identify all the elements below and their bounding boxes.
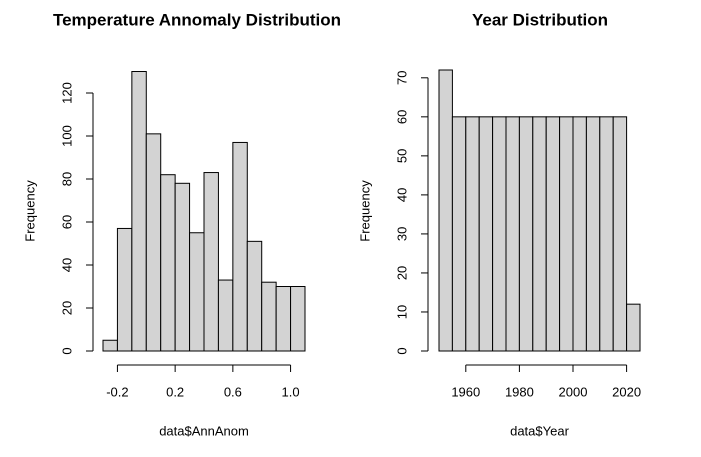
bar [275,286,292,352]
bar [116,227,133,352]
bar [261,281,277,352]
bar [131,71,147,352]
bar [189,232,205,352]
chart-title: Temperature Annomaly Distribution [53,10,341,29]
x-tick-label: 1980 [505,384,534,399]
bar [599,116,614,352]
bar [438,69,453,352]
bar [572,116,587,352]
bar [145,133,162,352]
bar [492,116,507,352]
y-tick-label: 10 [394,305,409,319]
x-tick-label: -0.2 [106,384,128,399]
y-tick-label: 30 [394,227,409,241]
bar [451,116,467,352]
bar [626,303,641,352]
y-tick-label: 20 [59,301,74,315]
bar [585,116,601,352]
y-tick-label: 40 [59,258,74,272]
chart-title: Year Distribution [472,10,608,29]
bar [102,339,118,352]
bar [518,116,534,352]
bar [174,182,191,352]
x-tick-label: 2000 [559,384,588,399]
y-tick-label: 80 [59,172,74,186]
bar [559,116,574,352]
y-axis-label: Frequency [22,180,37,242]
y-tick-label: 120 [59,82,74,104]
bar [532,116,547,352]
y-tick-label: 60 [59,215,74,229]
bar [203,172,219,352]
bar [217,279,234,352]
bar [545,116,561,352]
bar [465,116,480,352]
y-tick-label: 70 [394,71,409,85]
x-axis-label: data$AnnAnom [159,423,249,438]
x-tick-label: 1960 [451,384,480,399]
bar [160,174,176,352]
y-tick-label: 0 [394,347,409,354]
bar [505,116,520,352]
y-axis-label: Frequency [357,180,372,242]
bar [246,240,263,352]
y-tick-label: 100 [59,125,74,147]
bar [290,286,306,352]
x-tick-label: 1.0 [282,384,300,399]
y-tick-label: 60 [394,110,409,124]
x-tick-label: 0.2 [166,384,184,399]
x-axis-label: data$Year [510,423,569,438]
y-tick-label: 20 [394,266,409,280]
x-tick-label: 2020 [612,384,641,399]
bar [232,141,248,352]
x-tick-label: 0.6 [224,384,242,399]
y-tick-label: 0 [59,347,74,354]
y-tick-label: 40 [394,188,409,202]
y-tick-label: 50 [394,149,409,163]
bar [612,116,628,352]
bar [478,116,494,352]
